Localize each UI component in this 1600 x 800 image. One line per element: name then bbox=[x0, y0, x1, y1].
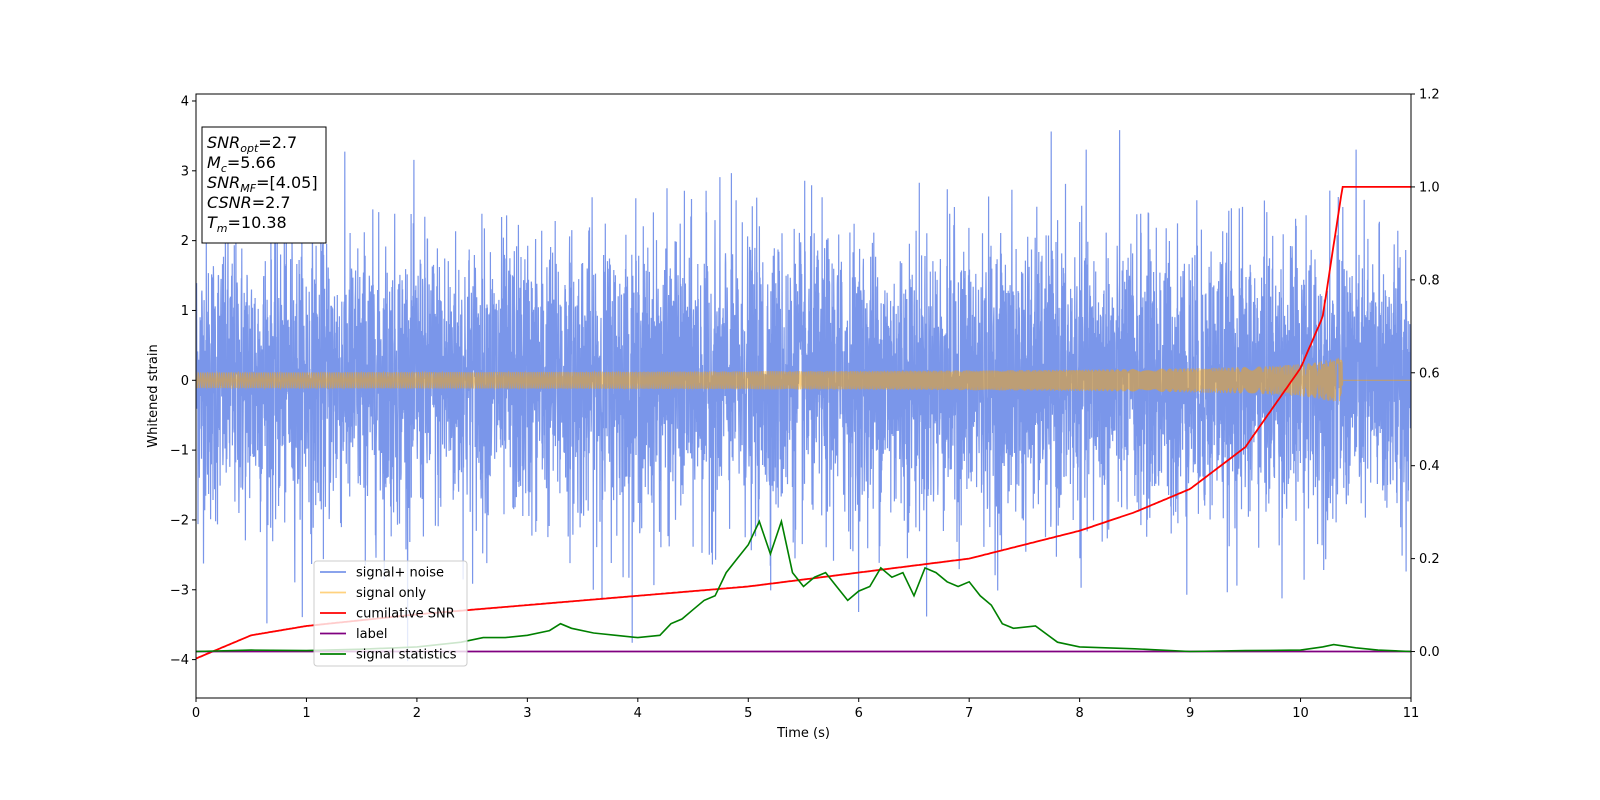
info-box-line: Mc=5.66 bbox=[207, 153, 276, 175]
info-box-line: CSNR=2.7 bbox=[207, 193, 291, 212]
legend-entry: signal statistics bbox=[356, 648, 457, 663]
y-tick-label: −3 bbox=[170, 583, 189, 598]
y-tick-label: 3 bbox=[181, 164, 189, 179]
x-tick-label: 11 bbox=[1403, 706, 1420, 721]
info-box-line: SNRopt=2.7 bbox=[207, 133, 297, 155]
x-tick-label: 10 bbox=[1292, 706, 1309, 721]
legend-entry: cumilative SNR bbox=[356, 607, 455, 622]
x-axis-label: Time (s) bbox=[776, 726, 830, 741]
y-tick-label: −4 bbox=[170, 653, 189, 668]
info-box-line: SNRMF=[4.05] bbox=[207, 173, 318, 195]
y2-tick-label: 0.8 bbox=[1419, 273, 1440, 288]
x-tick-label: 7 bbox=[965, 706, 973, 721]
y-tick-label: 4 bbox=[181, 94, 189, 109]
y-axis-label: Whitened strain bbox=[146, 344, 161, 447]
x-tick-label: 4 bbox=[634, 706, 642, 721]
y-tick-label: −1 bbox=[170, 444, 189, 459]
legend: signal+ noise signal only cumilative SNR la… bbox=[313, 560, 468, 667]
info-box-line: Tm=10.38 bbox=[207, 213, 287, 235]
y2-tick-label: 1.0 bbox=[1419, 180, 1440, 195]
y-tick-label: 1 bbox=[181, 304, 189, 319]
legend-frame bbox=[313, 560, 468, 667]
info-box: SNRopt=2.7Mc=5.66SNRMF=[4.05]CSNR=2.7Tm=… bbox=[201, 126, 327, 244]
y-tick-label: −2 bbox=[170, 513, 189, 528]
info-box-frame bbox=[201, 126, 327, 244]
signal-noise-line bbox=[196, 130, 1411, 662]
y2-tick-label: 1.2 bbox=[1419, 88, 1440, 103]
y-tick-label: 0 bbox=[181, 374, 189, 389]
y2-tick-label: 0.2 bbox=[1419, 552, 1440, 567]
y-tick-label: 2 bbox=[181, 234, 189, 249]
signal-only-line bbox=[196, 357, 1411, 402]
x-tick-label: 1 bbox=[302, 706, 310, 721]
y2-tick-label: 0.6 bbox=[1419, 366, 1440, 381]
signal-statistics-line bbox=[196, 518, 1411, 653]
legend-entry: signal only bbox=[356, 586, 426, 601]
legend-entry: label bbox=[356, 627, 387, 642]
x-tick-label: 9 bbox=[1186, 706, 1194, 721]
x-tick-label: 0 bbox=[192, 706, 200, 721]
y2-tick-label: 0.4 bbox=[1419, 459, 1440, 474]
x-tick-label: 6 bbox=[855, 706, 863, 721]
x-tick-label: 8 bbox=[1075, 706, 1083, 721]
x-tick-label: 2 bbox=[413, 706, 421, 721]
x-tick-label: 3 bbox=[523, 706, 531, 721]
axes-frame bbox=[195, 93, 1412, 699]
y2-tick-label: 0.0 bbox=[1419, 645, 1440, 660]
x-tick-label: 5 bbox=[744, 706, 752, 721]
ticks: 0 1 2 3 4 5 6 7 8 9 10 11 −4 −3 −2 −1 0 1 2 3 4 0.0 0.2 0.4 0.6 0… bbox=[170, 88, 1440, 722]
legend-entry: signal+ noise bbox=[356, 566, 444, 581]
